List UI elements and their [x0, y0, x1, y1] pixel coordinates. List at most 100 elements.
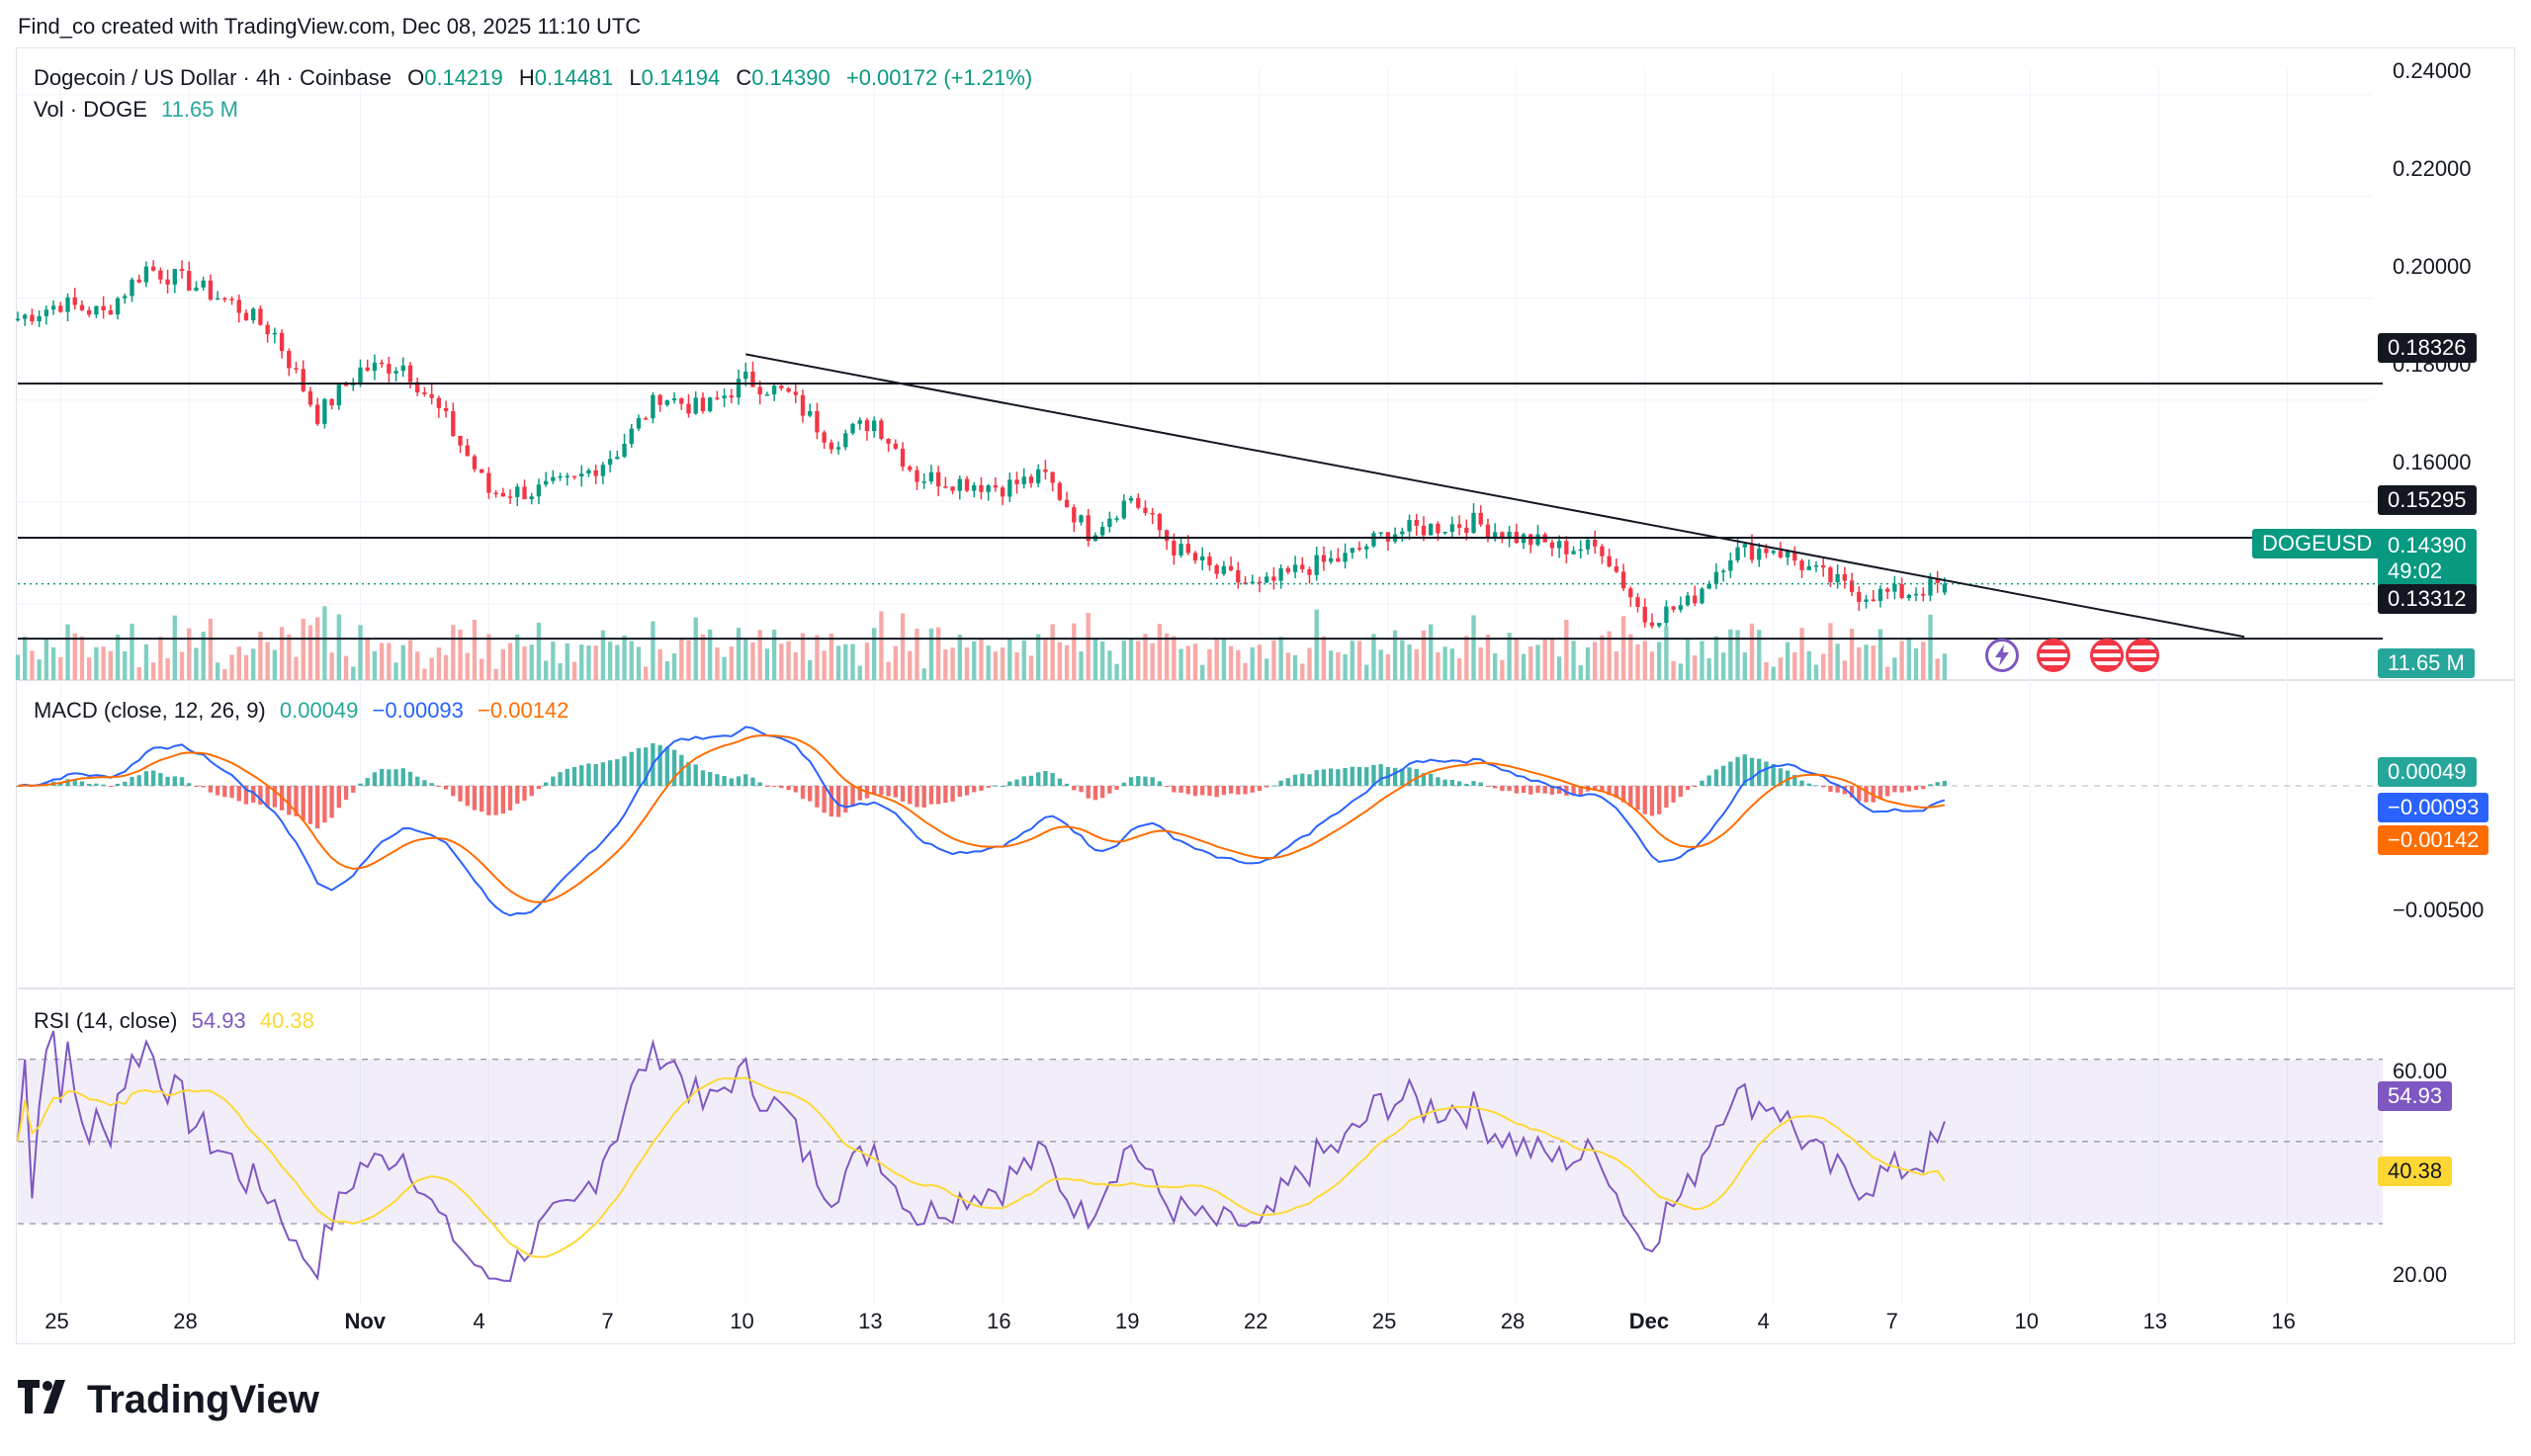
macd-histogram-bar [393, 769, 398, 786]
macd-histogram-bar [1792, 774, 1797, 786]
candle-body [615, 457, 620, 460]
macd-histogram-bar [358, 783, 363, 786]
us-flag-event-icon[interactable] [2037, 639, 2070, 672]
macd-histogram-bar [1535, 786, 1540, 794]
macd-histogram-bar [236, 786, 241, 802]
us-flag-event-icon[interactable] [2090, 639, 2124, 672]
volume-bar [743, 639, 748, 680]
candle-body [864, 420, 870, 432]
volume-bar [707, 629, 713, 680]
volume-bar [472, 619, 478, 680]
rsi-label[interactable]: RSI (14, close) [34, 1008, 178, 1033]
volume-bar [1464, 636, 1469, 680]
volume-bar [236, 646, 241, 680]
volume-bar [150, 662, 156, 680]
candle-body [736, 379, 742, 398]
volume-bar [1378, 649, 1383, 680]
volume-bar [1178, 648, 1183, 680]
macd-histogram-bar [400, 768, 405, 786]
volume-bar [1292, 654, 1298, 680]
candle-body [1828, 567, 1833, 583]
candle-body [1835, 573, 1840, 583]
volume-bar [422, 668, 427, 680]
macd-histogram-bar [1164, 786, 1170, 787]
volume-bar [1072, 623, 1077, 680]
candle-body [1749, 544, 1755, 560]
time-axis-label: 16 [2271, 1309, 2296, 1333]
volume-bar [1228, 645, 1234, 680]
candle-body [1064, 499, 1070, 508]
macd-histogram-bar [1542, 786, 1547, 794]
volume-bar [835, 645, 841, 680]
volume-bar [664, 660, 670, 680]
macd-legend: MACD (close, 12, 26, 9) 0.00049 −0.00093… [34, 698, 568, 724]
candle-body [372, 362, 378, 372]
volume-bar [1043, 640, 1048, 680]
candle-body [964, 478, 970, 491]
volume-bar [872, 628, 877, 680]
volume-bar [187, 628, 192, 680]
volume-bar [243, 654, 249, 680]
lightning-event-icon[interactable] [1985, 639, 2019, 672]
time-axis-label: 25 [44, 1309, 69, 1333]
candle-body [1200, 556, 1205, 560]
candle-body [1028, 476, 1034, 483]
macd-histogram-bar [921, 786, 926, 808]
macd-histogram-bar [372, 772, 378, 786]
close-value: 0.14390 [751, 65, 830, 90]
candle-body [693, 397, 698, 414]
us-flag-event-icon[interactable] [2126, 639, 2159, 672]
candle-body [1364, 546, 1369, 550]
volume-bar [1172, 636, 1177, 680]
candle-body [1600, 546, 1605, 557]
rsi-ma-tag: 40.38 [2378, 1156, 2453, 1186]
volume-bar [1514, 639, 1519, 680]
volume-bar [1314, 609, 1319, 680]
volume-bar [693, 617, 698, 680]
macd-histogram-bar [307, 786, 313, 824]
candle-body [1620, 571, 1626, 589]
macd-histogram-bar [287, 786, 292, 815]
candle-body [935, 471, 941, 487]
symbol-title[interactable]: Dogecoin / US Dollar · 4h · Coinbase [34, 65, 392, 90]
macd-histogram-bar [529, 786, 534, 797]
macd-histogram-bar [644, 747, 649, 786]
candle-body [1735, 547, 1740, 560]
macd-histogram-bar [229, 786, 234, 799]
rsi-value-tag: 54.93 [2378, 1081, 2453, 1111]
candle-body [1285, 567, 1291, 572]
candle-body [243, 312, 249, 320]
macd-histogram-bar [515, 786, 520, 805]
volume-bar [1835, 643, 1840, 680]
macd-histogram-bar [1500, 786, 1505, 792]
candle-body [143, 266, 149, 283]
candle-body [636, 418, 642, 429]
volume-bar [458, 630, 463, 680]
candle-body [1371, 533, 1376, 547]
candle-body [58, 305, 63, 312]
volume-bar [1564, 620, 1569, 680]
macd-histogram-bar [1079, 786, 1084, 793]
candle-body [108, 309, 114, 315]
macd-label[interactable]: MACD (close, 12, 26, 9) [34, 698, 266, 723]
macd-histogram-bar [301, 786, 305, 821]
tradingview-logo[interactable]: TradingView [18, 1378, 319, 1422]
volume-bar [294, 656, 299, 680]
volume-bar [1436, 652, 1440, 680]
candle-body [201, 280, 206, 288]
last-price-value: 0.14390 [2388, 533, 2467, 557]
macd-histogram-bar [1007, 781, 1012, 786]
candle-body [900, 448, 906, 468]
time-axis-label: 10 [2014, 1309, 2039, 1333]
candle-body [1292, 564, 1298, 572]
volume-label[interactable]: Vol · DOGE [34, 97, 147, 122]
macd-histogram-bar [715, 774, 720, 786]
macd-histogram-bar [1250, 786, 1255, 793]
candle-body [1706, 583, 1711, 589]
candle-body [1757, 549, 1762, 560]
volume-bar [130, 623, 134, 680]
volume-bar [800, 633, 806, 680]
macd-histogram-bar [1243, 786, 1248, 795]
candle-body [187, 271, 192, 292]
